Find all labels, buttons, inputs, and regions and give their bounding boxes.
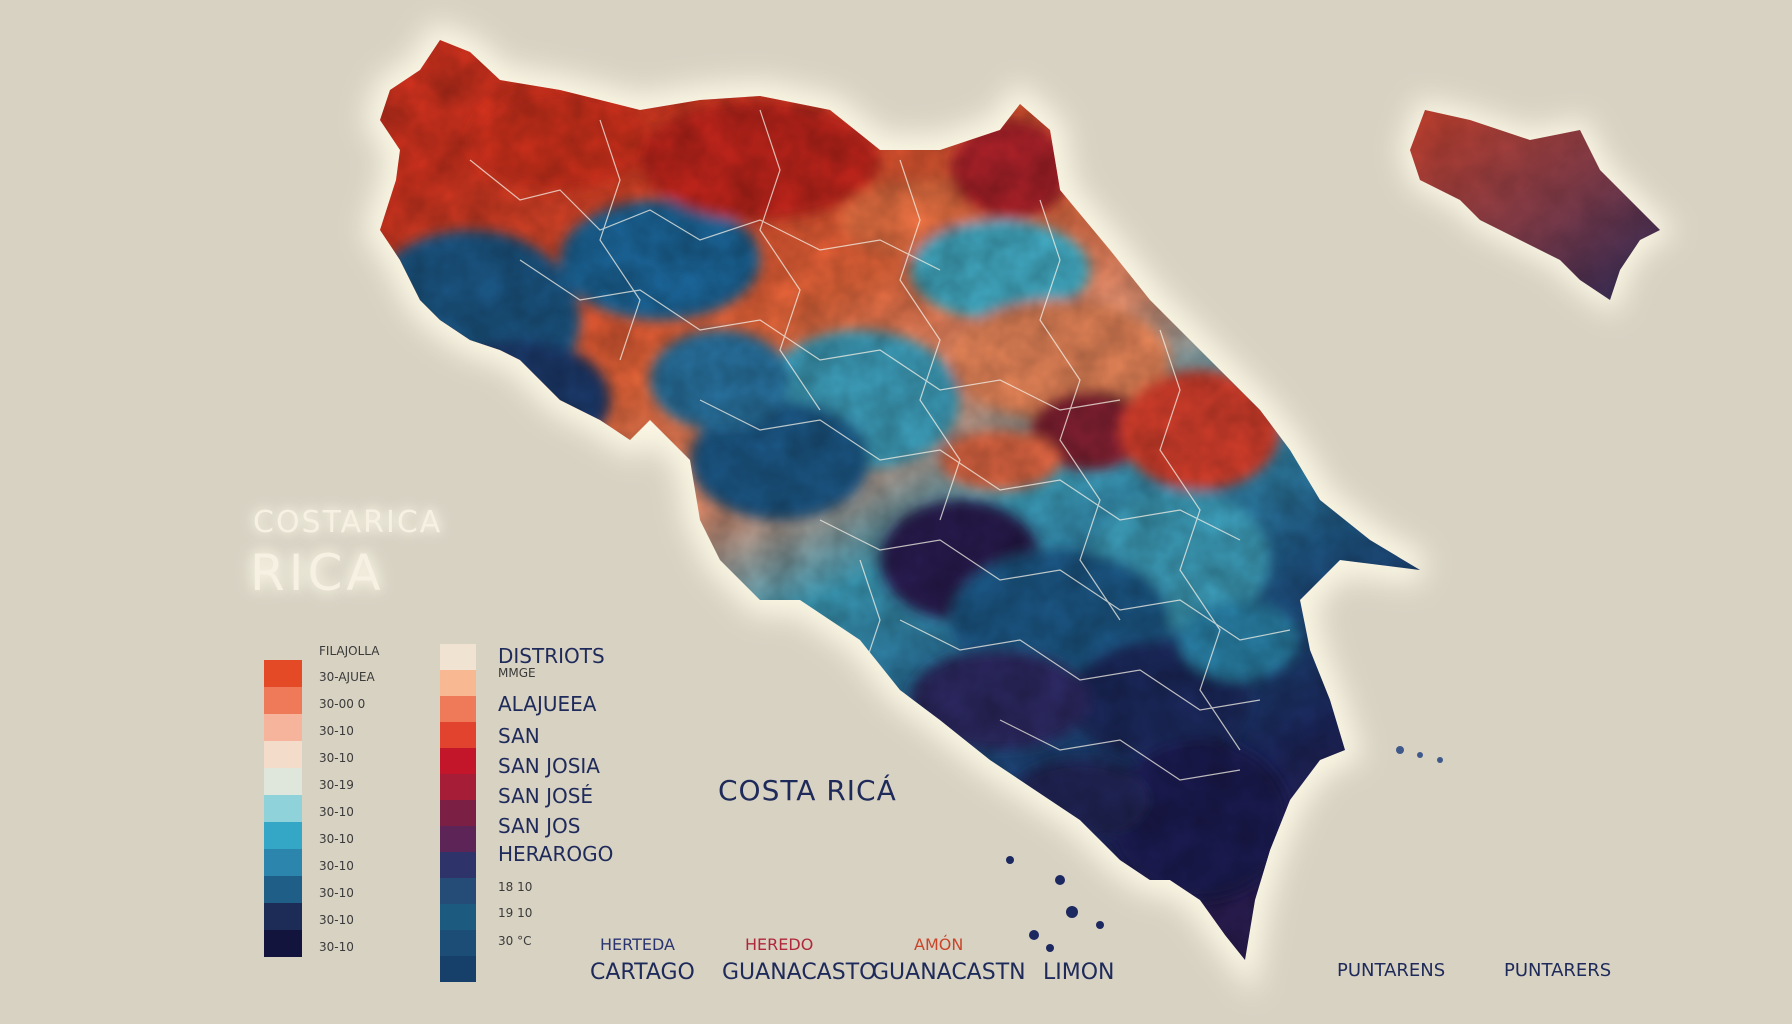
legend-left-swatch <box>264 876 302 903</box>
legend-right-swatch <box>440 748 476 774</box>
legend-right-label: SAN JOS <box>498 814 581 838</box>
place-label-row2: GUANACASTN <box>872 960 1026 985</box>
legend-left-label: 30-00 0 <box>319 697 366 711</box>
place-label-row2: PUNTARENS <box>1337 960 1446 981</box>
legend-left-label: 30-10 <box>319 751 354 765</box>
place-label-row2: CARTAGO <box>590 960 695 985</box>
place-label-row2: PUNTARERS <box>1504 960 1612 981</box>
legend-right: DISTRIOTS MMGE ALAJUEEA SAN SAN JOSIA SAN JO… <box>440 644 690 994</box>
legend-right-label: 18 10 <box>498 880 533 894</box>
legend-right-label: HERAROGO <box>498 842 614 866</box>
legend-left-swatch <box>264 660 302 687</box>
legend-left-swatch <box>264 687 302 714</box>
legend-left-swatch <box>264 768 302 795</box>
legend-left-swatch <box>264 849 302 876</box>
legend-right-header: DISTRIOTS <box>498 644 605 668</box>
place-label-row1: HEREDO <box>745 935 814 954</box>
legend-left-swatch <box>264 822 302 849</box>
legend-right-swatch <box>440 800 476 826</box>
place-label-row2: GUANACASTO <box>722 960 877 985</box>
legend-left-swatch <box>264 741 302 768</box>
legend-left-label: 30-10 <box>319 805 354 819</box>
legend-left-label: 30-10 <box>319 886 354 900</box>
legend-left-label: 30-10 <box>319 940 354 954</box>
legend-right-label: SAN JOSIA <box>498 754 600 778</box>
legend-right-swatch <box>440 852 476 878</box>
place-label-row2: LIMON <box>1043 960 1115 985</box>
legend-left-swatch <box>264 795 302 822</box>
place-label-row1: AMÓN <box>914 935 964 954</box>
legend-right-label: SAN <box>498 724 540 748</box>
place-label-row1: HERTEDA <box>600 935 675 954</box>
country-label: COSTA RICÁ <box>718 774 897 807</box>
legend-left-label: 30-10 <box>319 859 354 873</box>
legend-left-label: 30-10 <box>319 832 354 846</box>
legend-right-swatch <box>440 696 476 722</box>
legend-left-swatch <box>264 930 302 957</box>
legend-right-swatch <box>440 670 476 696</box>
legend-right-swatch <box>440 904 476 930</box>
inset-map <box>1410 110 1660 300</box>
legend-left-label: 30-AJUEA <box>319 670 375 684</box>
legend-left-swatches <box>264 660 302 957</box>
legend-right-swatch <box>440 722 476 748</box>
legend-right-swatch <box>440 956 476 982</box>
legend-right-swatch <box>440 930 476 956</box>
legend-left-label: 30-19 <box>319 778 354 792</box>
legend-right-swatch <box>440 878 476 904</box>
legend-right-label: MMGE <box>498 666 536 680</box>
legend-right-label: SAN JOSÉ <box>498 784 594 808</box>
map-title-line2: RICA <box>250 544 385 602</box>
legend-left: FILAJOLLA 30-AJUEA 30-00 0 30-10 30-10 30-19… <box>264 644 414 994</box>
legend-left-header: FILAJOLLA <box>319 644 380 658</box>
legend-right-swatch <box>440 774 476 800</box>
legend-left-label: 30-10 <box>319 724 354 738</box>
legend-right-label: ALAJUEEA <box>498 692 597 716</box>
legend-right-swatch <box>440 644 476 670</box>
legend-right-swatch <box>440 826 476 852</box>
legend-right-label: 30 °C <box>498 934 532 948</box>
legend-left-swatch <box>264 903 302 930</box>
legend-right-swatches <box>440 644 476 982</box>
legend-right-label: 19 10 <box>498 906 533 920</box>
island-fragments <box>1006 746 1443 952</box>
legend-left-label: 30-10 <box>319 913 354 927</box>
legend-left-swatch <box>264 714 302 741</box>
map-title-line1: COSTARICA <box>253 505 443 540</box>
